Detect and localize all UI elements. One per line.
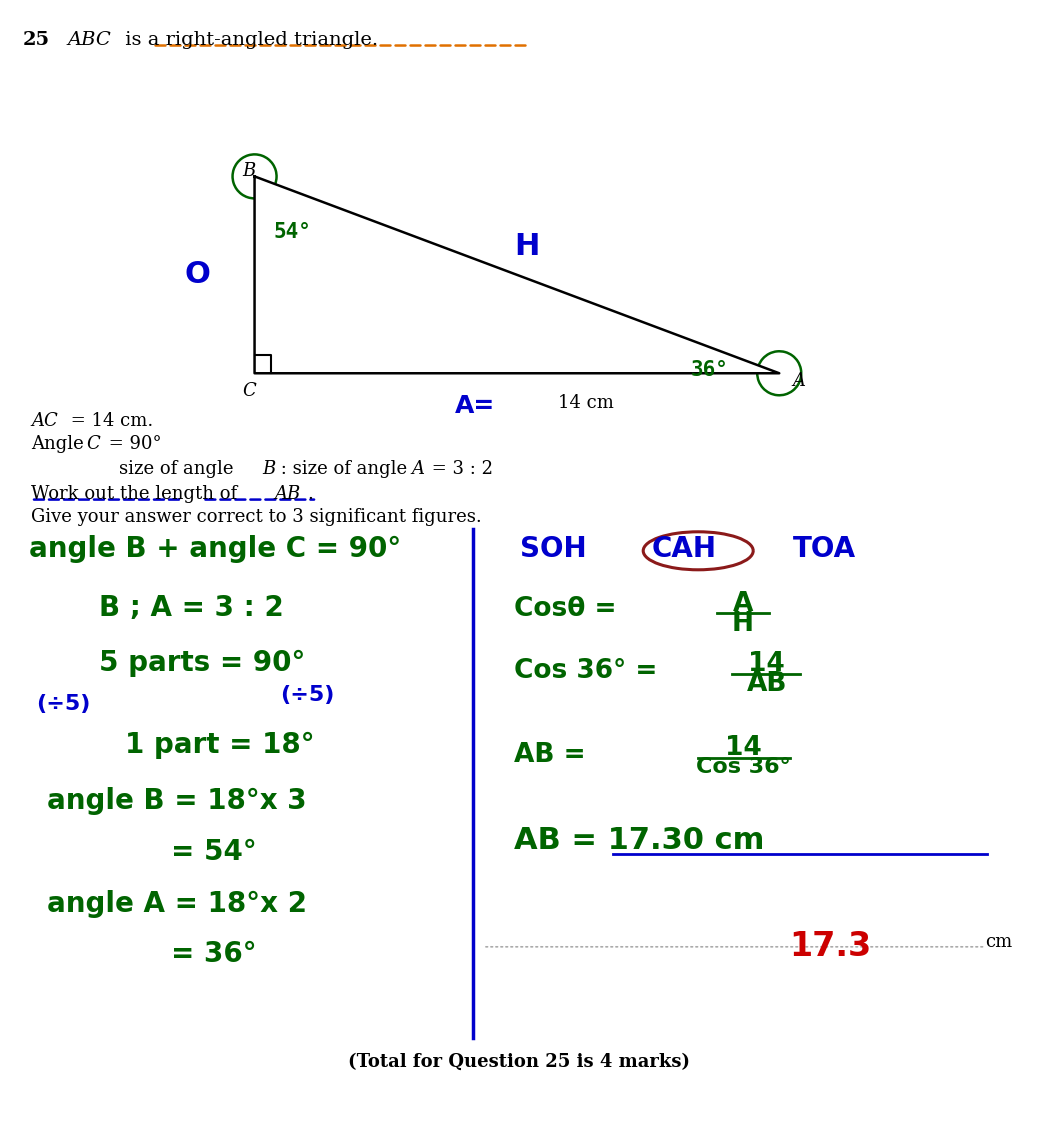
Text: 17.3: 17.3: [790, 930, 872, 963]
Text: B ; A = 3 : 2: B ; A = 3 : 2: [99, 594, 284, 622]
Text: H: H: [514, 232, 540, 261]
Text: C: C: [86, 435, 100, 453]
Text: SOH: SOH: [520, 535, 586, 563]
Text: = 54°: = 54°: [171, 838, 258, 866]
Text: AB: AB: [274, 485, 300, 503]
Text: = 14 cm.: = 14 cm.: [65, 412, 154, 430]
Text: Work out the length of: Work out the length of: [31, 485, 243, 503]
Text: cm: cm: [985, 933, 1012, 951]
Text: 54°: 54°: [273, 222, 311, 242]
Text: B: B: [243, 162, 256, 180]
Text: A: A: [411, 460, 425, 478]
Text: AB: AB: [747, 671, 787, 698]
Text: 25: 25: [23, 31, 50, 49]
Text: Angle: Angle: [31, 435, 89, 453]
Text: 14 cm: 14 cm: [559, 394, 614, 412]
Text: 1 part = 18°: 1 part = 18°: [125, 731, 315, 759]
Text: : size of angle: : size of angle: [275, 460, 414, 478]
Text: = 90°: = 90°: [103, 435, 161, 453]
Text: B: B: [262, 460, 275, 478]
Text: C: C: [242, 382, 257, 401]
Text: Give your answer correct to 3 significant figures.: Give your answer correct to 3 significan…: [31, 508, 482, 526]
Text: AB =: AB =: [514, 742, 586, 768]
Text: 5 parts = 90°: 5 parts = 90°: [99, 649, 305, 677]
Text: Cos 36°: Cos 36°: [695, 757, 791, 777]
Text: ABC: ABC: [68, 31, 111, 49]
Text: angle A = 18°x 2: angle A = 18°x 2: [47, 890, 307, 918]
Text: 14: 14: [724, 735, 762, 761]
Text: angle B = 18°x 3: angle B = 18°x 3: [47, 787, 307, 816]
Text: 36°: 36°: [691, 360, 728, 380]
Text: 14: 14: [748, 651, 785, 677]
Text: CAH: CAH: [651, 535, 717, 563]
Text: .: .: [308, 485, 314, 503]
Text: A=: A=: [455, 394, 496, 418]
Text: (÷5): (÷5): [36, 694, 90, 715]
Text: is a right-angled triangle.: is a right-angled triangle.: [119, 31, 378, 49]
Text: = 36°: = 36°: [171, 940, 257, 968]
Text: Cosθ =: Cosθ =: [514, 596, 617, 622]
Text: AB = 17.30 cm: AB = 17.30 cm: [514, 826, 765, 855]
Text: H: H: [731, 611, 754, 637]
Text: TOA: TOA: [793, 535, 856, 563]
Text: A: A: [793, 372, 806, 390]
Text: (Total for Question 25 is 4 marks): (Total for Question 25 is 4 marks): [348, 1053, 691, 1071]
Text: angle B + angle C = 90°: angle B + angle C = 90°: [29, 535, 401, 563]
Text: = 3 : 2: = 3 : 2: [426, 460, 492, 478]
Text: AC: AC: [31, 412, 58, 430]
Text: A: A: [732, 591, 753, 617]
Text: (÷5): (÷5): [281, 685, 335, 706]
Text: O: O: [185, 261, 210, 289]
Text: Cos 36° =: Cos 36° =: [514, 658, 658, 684]
Text: size of angle: size of angle: [119, 460, 240, 478]
